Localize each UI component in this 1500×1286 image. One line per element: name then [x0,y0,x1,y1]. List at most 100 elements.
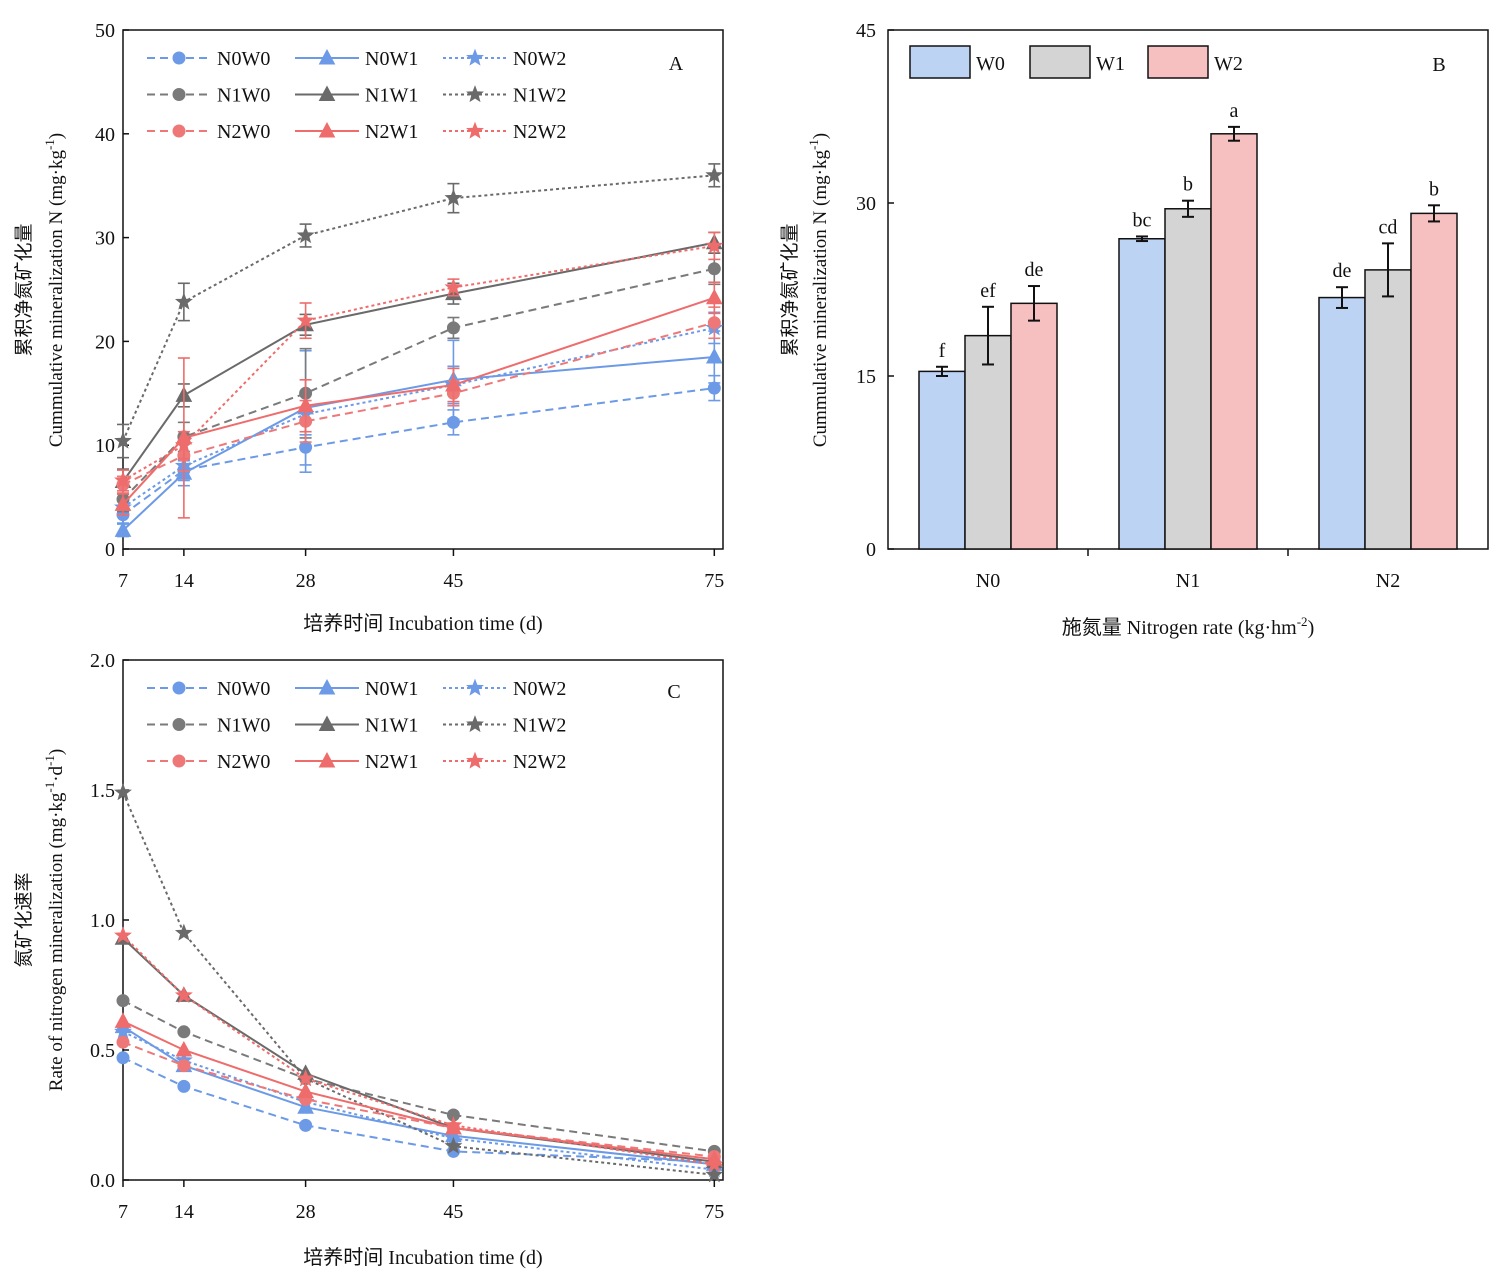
series-n1w2-star-marker [444,1136,463,1154]
series-n1w1 [114,929,723,1169]
panel-c-frame [122,659,724,1181]
legend-entry-n1w2: N1W2 [443,715,566,737]
legend-entry-n1w2-label: N1W2 [513,85,566,107]
legend-entry-n1w2-label: N1W2 [513,715,566,737]
bar-group-n0-bar-w0 [918,370,966,550]
y-tick-label: 15 [856,366,876,388]
significance-letter: bc [1133,209,1152,231]
y-tick-label: 10 [95,435,115,457]
x-tick-label: N2 [1376,570,1400,592]
panel-c-label: C [667,681,680,703]
series-n1w2-star-marker [114,783,132,801]
bar-group-n1-bar-w2 [1210,133,1258,550]
panel-b-y-axis-title-cn: 累积净氮矿化量 [779,223,801,356]
legend-entry-w2: W2 [1147,45,1243,79]
legend-entry-n0w0-label: N0W0 [217,678,270,700]
series-n2w2-star-marker [296,311,315,329]
legend-entry-n0w0-circle-marker [172,51,186,65]
series-n1w2-star-marker [174,923,193,941]
x-tick-label: 28 [296,1201,316,1223]
x-tick-label: 7 [118,570,128,592]
legend-entry-n0w2: N0W2 [443,678,566,700]
x-tick-label: 75 [704,1201,724,1223]
series-n0w0-circle-marker [299,1118,313,1132]
series-n0w1-triangle-marker [114,521,132,537]
panel-a-series [114,163,724,538]
significance-letter: ef [980,280,996,302]
legend-entry-w0-label: W0 [976,53,1005,75]
panel-b-axes: 0 15 30 45 N0 N1 N2 [856,20,1400,592]
x-tick-label: 28 [296,570,316,592]
legend-entry-w0-swatch [909,45,971,79]
series-n2w2-star-marker [705,1154,724,1173]
series-n2w0 [116,1035,721,1164]
series-n2w2 [114,926,724,1173]
bar-group-n0-bar-w1 [964,334,1012,550]
series-n1w1 [114,231,723,495]
legend-entry-n2w1-triangle-marker [318,121,336,138]
series-n0w2-line [122,1030,715,1171]
panel-a-y-axis-title-cn: 累积净氮矿化量 [13,223,35,356]
series-n2w2-star-marker [174,435,193,453]
legend-entry-n2w0: N2W0 [147,121,270,143]
legend-entry-n0w0: N0W0 [147,678,270,700]
series-n0w0-line [122,387,715,516]
panel-c-y-axis-title-cn: 氮矿化速率 [13,872,35,967]
legend-entry-n1w1-triangle-marker [318,85,336,101]
panel-c-legend: N0W0 N0W1 N0W2 N1W0 N1W1 N1W2 N2W0 N2W1 N2W2 [147,678,566,773]
series-n2w2-star-marker [174,985,193,1004]
series-n2w1-line [122,296,715,506]
legend-entry-n2w2-star-marker [466,751,484,769]
panel-a: 0 10 20 30 40 50 7 14 28 45 75 N0W0 N0W1 N0W2 N1W0 N1W… [13,20,724,635]
legend-entry-n0w0-label: N0W0 [217,48,270,70]
significance-letter: b [1429,178,1439,200]
x-tick-label: 45 [443,1201,463,1223]
series-n1w1-line [122,241,715,483]
legend-entry-n0w0: N0W0 [147,48,270,70]
significance-letter: de [1025,259,1044,281]
legend-entry-n2w0-label: N2W0 [217,121,270,143]
legend-entry-n2w0: N2W0 [147,751,270,773]
panel-c-y-axis-title-en: Rate of nitrogen mineralization (mg·kg-1… [42,749,67,1091]
legend-entry-n0w2-label: N0W2 [513,678,566,700]
series-n0w1-line [122,355,715,532]
series-n2w2-line [122,244,715,482]
legend-entry-w2-swatch [1147,45,1209,79]
legend-entry-n2w0-circle-marker [172,124,186,138]
bar-group-n2-bar-w0 [1318,296,1366,550]
legend-entry-n1w2: N1W2 [443,85,566,107]
series-n2w1-triangle-marker [175,1040,193,1057]
significance-letter: cd [1379,216,1398,238]
series-n1w2-star-marker [444,188,463,206]
series-n2w2-star-marker [444,1115,463,1134]
y-tick-label: 20 [95,331,115,353]
series-n1w2 [114,163,724,459]
y-tick-label: 1.5 [90,780,115,802]
legend-entry-n1w1: N1W1 [295,715,418,737]
bar-group-n2: de cd b [1318,178,1458,550]
legend-entry-w0: W0 [909,45,1005,79]
legend-entry-w1: W1 [1029,45,1125,79]
legend-entry-w2-label: W2 [1214,53,1243,75]
panel-a-legend: N0W0 N0W1 N0W2 N1W0 N1W1 N1W2 N2W0 N2W1 N2W2 [147,48,566,143]
series-n2w2 [114,231,724,492]
series-n2w1-triangle-marker [297,1082,314,1099]
legend-entry-n2w1: N2W1 [295,751,418,773]
series-n1w0-line [122,267,715,500]
legend-entry-n1w2-star-marker [466,85,484,103]
series-n2w1 [114,281,723,519]
legend-entry-n2w1-triangle-marker [318,751,336,768]
panel-b-y-axis-title-en: Cummulative mineralization N (mg·kg-1) [806,133,831,447]
series-n0w1-triangle-marker [705,347,723,364]
legend-entry-n1w0-label: N1W0 [217,85,270,107]
legend-entry-n0w2: N0W2 [443,48,566,70]
bar-group-n1: bc b a [1118,100,1258,550]
series-n1w0-circle-marker [177,1025,191,1039]
legend-entry-w1-swatch [1029,45,1091,79]
series-n2w1 [114,1012,723,1166]
panel-b-bars: f ef de bc b a de cd b [918,100,1458,550]
x-tick-label: 75 [704,570,724,592]
significance-letter: b [1183,174,1193,196]
legend-entry-n2w1: N2W1 [295,121,418,143]
